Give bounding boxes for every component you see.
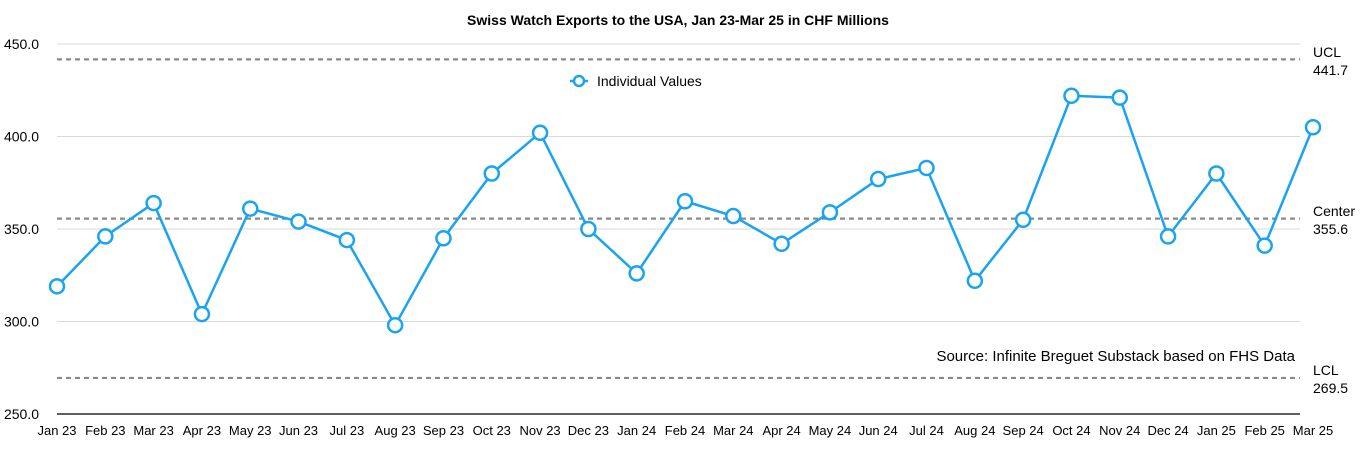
x-tick-label: Feb 24 [665,423,705,438]
data-point [483,165,501,182]
x-tick-label: Aug 23 [375,423,416,438]
data-point [580,220,597,238]
x-tick-label: Apr 23 [183,423,221,438]
data-point [821,204,839,221]
x-tick-label: Jul 23 [329,423,364,438]
data-point [193,305,211,323]
grid-lines [57,43,1300,322]
data-point [1014,211,1032,228]
data-point [338,231,356,249]
data-point [773,235,790,253]
y-tick-label: 350.0 [4,221,39,237]
data-point [628,265,645,282]
x-tick-label: Jan 25 [1197,423,1236,438]
x-tick-label: Sep 23 [423,423,464,438]
y-tick-label: 400.0 [4,129,39,145]
data-point [1256,237,1273,254]
center-label: Center [1313,203,1355,219]
data-point [435,230,452,247]
x-tick-label: Sep 24 [1003,423,1044,438]
data-point [869,170,887,188]
x-tick-label: May 23 [229,423,272,438]
x-tick-label: Dec 24 [1147,423,1188,438]
data-point [290,213,307,230]
data-point [531,124,549,142]
data-point [676,193,694,210]
data-point [241,200,259,217]
lcl-value: 269.5 [1313,380,1348,396]
y-tick-label: 250.0 [4,406,39,422]
legend-label: Individual Values [597,73,702,89]
x-tick-label: Jan 24 [617,423,656,438]
x-tick-label: Jul 24 [909,423,944,438]
data-point [725,207,742,225]
x-tick-label: Mar 24 [713,423,753,438]
lcl-label: LCL [1313,362,1339,378]
x-tick-label: Feb 23 [85,423,125,438]
x-tick-label: Aug 24 [954,423,995,438]
legend-marker-icon [572,74,586,88]
data-point [1111,89,1129,106]
center-value: 355.6 [1313,221,1348,237]
x-tick-label: Mar 25 [1293,423,1333,438]
data-point [1159,228,1177,245]
series-individual-values [48,87,1322,334]
data-point [1304,119,1322,136]
x-tick-label: Oct 24 [1052,423,1090,438]
y-tick-label: 300.0 [4,314,39,330]
control-lines [57,58,1300,380]
data-point [386,316,404,334]
data-point [1063,87,1080,105]
x-tick-label: Nov 24 [1099,423,1140,438]
x-tick-label: Apr 24 [762,423,800,438]
x-tick-label: May 24 [809,423,852,438]
x-tick-label: Oct 23 [473,423,511,438]
data-point [145,194,162,212]
data-point [918,159,935,177]
data-point [97,228,114,245]
x-tick-label: Jun 23 [279,423,318,438]
chart-title: Swiss Watch Exports to the USA, Jan 23-M… [467,12,889,28]
y-tick-label: 450.0 [4,36,39,52]
legend: Individual Values [570,73,702,89]
data-point [966,272,984,290]
x-tick-label: Dec 23 [568,423,609,438]
source-note: Source: Infinite Breguet Substack based … [936,348,1295,365]
data-point [1208,165,1225,182]
x-tick-label: Mar 23 [133,423,173,438]
x-tick-label: Nov 23 [519,423,560,438]
ucl-value: 441.7 [1313,62,1348,78]
ucl-label: UCL [1313,44,1341,60]
x-tick-label: Feb 25 [1244,423,1284,438]
x-tick-label: Jan 23 [37,423,76,438]
x-tick-label: Jun 24 [859,423,898,438]
data-point [48,278,66,295]
